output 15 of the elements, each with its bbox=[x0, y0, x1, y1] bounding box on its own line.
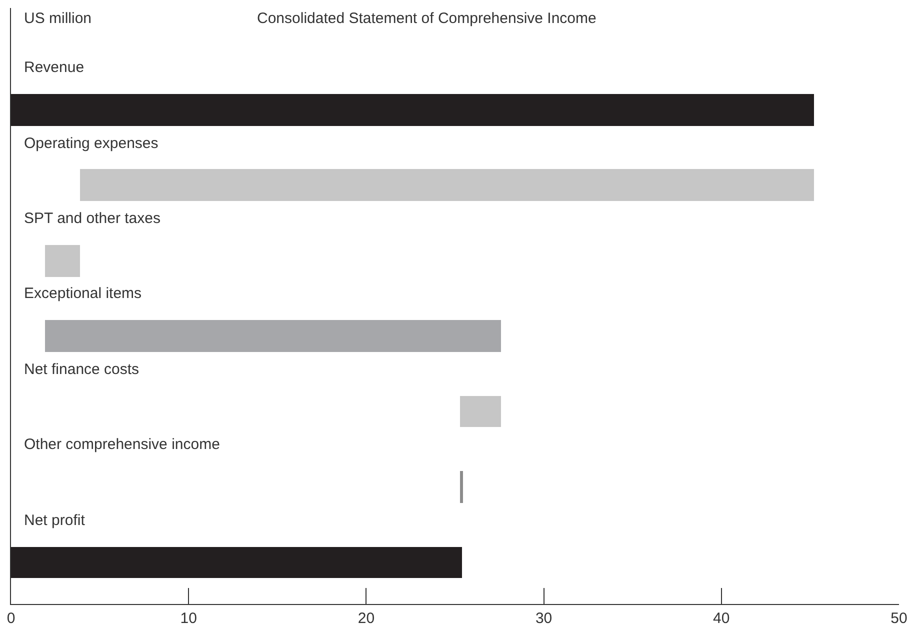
y-tick-label: Other comprehensive income bbox=[24, 436, 220, 453]
chart-title: Consolidated Statement of Comprehensive Income bbox=[257, 10, 596, 27]
x-tick-label: 10 bbox=[180, 610, 197, 627]
y-tick-label: SPT and other taxes bbox=[24, 210, 160, 227]
y-tick-label: Net finance costs bbox=[24, 361, 140, 378]
x-tick-label: 20 bbox=[358, 610, 375, 627]
x-tick-label: 50 bbox=[890, 610, 908, 627]
y-tick-label: Exceptional items bbox=[24, 285, 142, 302]
x-tick-label: 40 bbox=[713, 610, 730, 627]
y-tick-label: Net profit bbox=[24, 512, 86, 529]
x-tick-label: 30 bbox=[535, 610, 552, 627]
y-tick-label: Revenue bbox=[24, 59, 84, 76]
x-axis-title: US million bbox=[24, 10, 92, 27]
x-tick-label: 0 bbox=[6, 610, 16, 627]
y-tick-label: Operating expenses bbox=[24, 135, 158, 152]
